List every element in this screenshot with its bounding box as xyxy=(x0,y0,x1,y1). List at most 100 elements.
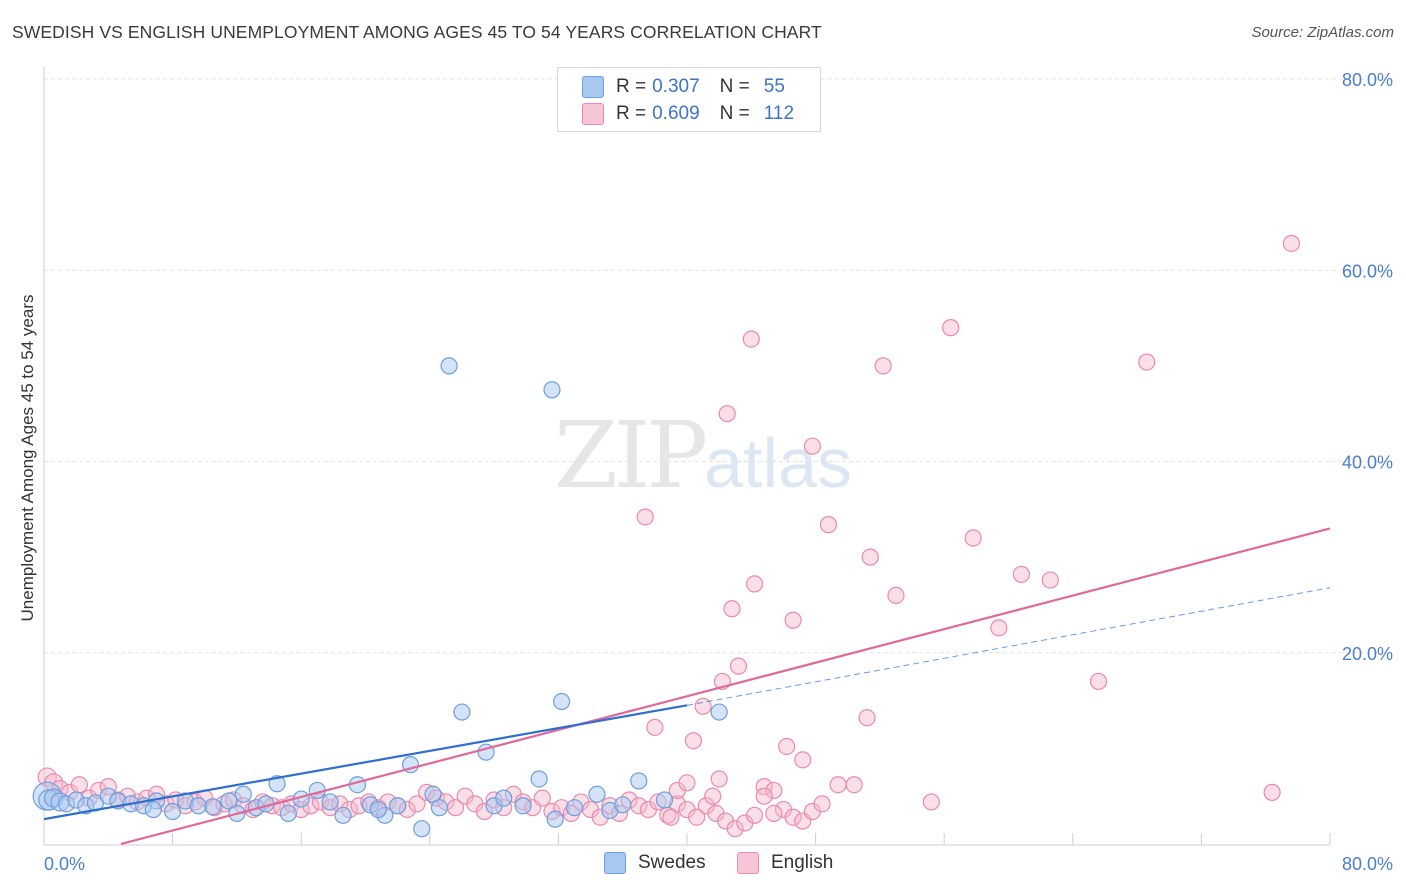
bottom-legend-english: English xyxy=(737,852,833,874)
swedes-point xyxy=(495,789,513,807)
english-point xyxy=(1138,353,1156,371)
english-point xyxy=(874,357,892,375)
english-point xyxy=(662,808,680,826)
english-point xyxy=(964,529,982,547)
english-point xyxy=(794,751,812,769)
english-point xyxy=(729,657,748,675)
english-point xyxy=(755,778,773,796)
english-point xyxy=(694,697,712,715)
english-point xyxy=(1041,571,1059,589)
swedes-point xyxy=(204,798,222,816)
english-point xyxy=(723,600,741,618)
legend-r-label: R = xyxy=(616,103,647,124)
english-point xyxy=(845,776,863,794)
swedes-point xyxy=(614,796,632,814)
swedes-point xyxy=(189,797,207,815)
swedes-point xyxy=(413,820,431,838)
swedes-point xyxy=(234,785,252,803)
english-point xyxy=(726,820,744,838)
legend-n-value: 55 xyxy=(763,76,785,97)
y-tick-label: 20.0% xyxy=(1342,644,1393,664)
legend-r-value: 0.609 xyxy=(652,103,700,124)
english-point xyxy=(922,793,940,811)
legend-swatch-swedes xyxy=(582,76,604,98)
english-point xyxy=(684,732,703,750)
swedes-point xyxy=(144,800,162,819)
swedes-point xyxy=(553,692,571,711)
legend-row-english: R = 0.609 N = 112 xyxy=(582,101,794,127)
bottom-legend-label-english: English xyxy=(771,852,834,873)
english-point xyxy=(858,709,876,727)
swedes-point xyxy=(321,793,339,811)
swedes-point xyxy=(546,810,564,828)
english-point xyxy=(829,776,847,794)
english-point xyxy=(710,770,728,788)
swedes-point xyxy=(369,800,387,819)
english-point xyxy=(1263,783,1281,801)
english-point xyxy=(887,586,905,604)
x-tick-label: 0.0% xyxy=(44,854,85,874)
chart-source: Source: ZipAtlas.com xyxy=(1251,24,1394,41)
bottom-legend-swatch-swedes xyxy=(604,852,626,874)
y-tick-label: 60.0% xyxy=(1342,261,1393,281)
swedes-point xyxy=(710,703,728,721)
english-point xyxy=(742,330,760,348)
english-point xyxy=(784,808,802,826)
english-point xyxy=(745,806,764,824)
swedes-point xyxy=(220,792,238,810)
bottom-legend: Swedes English xyxy=(0,852,1406,878)
english-point xyxy=(646,718,664,736)
legend-swatch-english xyxy=(582,103,604,125)
english-point xyxy=(718,405,736,423)
x-tick-label: 80.0% xyxy=(1342,854,1393,874)
swedes-point xyxy=(440,357,458,375)
english-point xyxy=(636,508,654,526)
swedes-point xyxy=(279,804,297,823)
swedes-point xyxy=(268,775,286,793)
english-points xyxy=(37,234,1301,838)
swedes-point xyxy=(530,770,548,788)
swedes-point xyxy=(543,381,561,399)
swedes-point xyxy=(655,791,674,809)
english-point xyxy=(778,737,796,756)
swedes-point xyxy=(514,797,532,815)
chart-title: SWEDISH VS ENGLISH UNEMPLOYMENT AMONG AG… xyxy=(12,22,822,42)
legend-r-label: R = xyxy=(616,76,647,97)
y-tick-label: 40.0% xyxy=(1342,453,1393,473)
english-point xyxy=(784,611,802,629)
english-point xyxy=(755,787,773,805)
english-point xyxy=(990,619,1008,637)
swedes-point xyxy=(630,772,648,790)
swedes-point xyxy=(389,797,407,815)
legend: R = 0.307 N = 55 R = 0.609 N = 112 xyxy=(557,67,821,132)
english-point xyxy=(765,781,783,800)
english-point xyxy=(70,776,88,794)
english-point xyxy=(1012,565,1030,583)
english-point xyxy=(678,774,696,792)
legend-row-swedes: R = 0.307 N = 55 xyxy=(582,74,785,100)
english-point xyxy=(704,787,722,805)
bottom-legend-swatch-english xyxy=(737,852,759,874)
swedes-point xyxy=(430,799,449,817)
english-point xyxy=(1282,234,1301,253)
english-point xyxy=(408,795,426,813)
english-point xyxy=(1089,672,1108,691)
bottom-legend-label-swedes: Swedes xyxy=(638,852,706,873)
grid-lines xyxy=(44,78,1392,654)
swedes-trend-extension xyxy=(686,587,1331,706)
english-point xyxy=(803,437,821,455)
trend-lines xyxy=(43,527,1331,846)
y-tick-label: 80.0% xyxy=(1342,70,1393,90)
english-point xyxy=(765,804,783,823)
tick-labels: 20.0% 40.0% 60.0% 80.0% 0.0% 80.0% xyxy=(44,70,1393,874)
english-point xyxy=(813,795,831,813)
swedes-point xyxy=(588,785,606,803)
english-point xyxy=(745,575,764,593)
swedes-point xyxy=(334,806,352,824)
english-point xyxy=(688,808,706,826)
swedes-point xyxy=(164,802,182,821)
bottom-legend-swedes: Swedes xyxy=(604,852,706,874)
legend-n-value: 112 xyxy=(763,103,795,124)
english-point xyxy=(861,548,879,566)
